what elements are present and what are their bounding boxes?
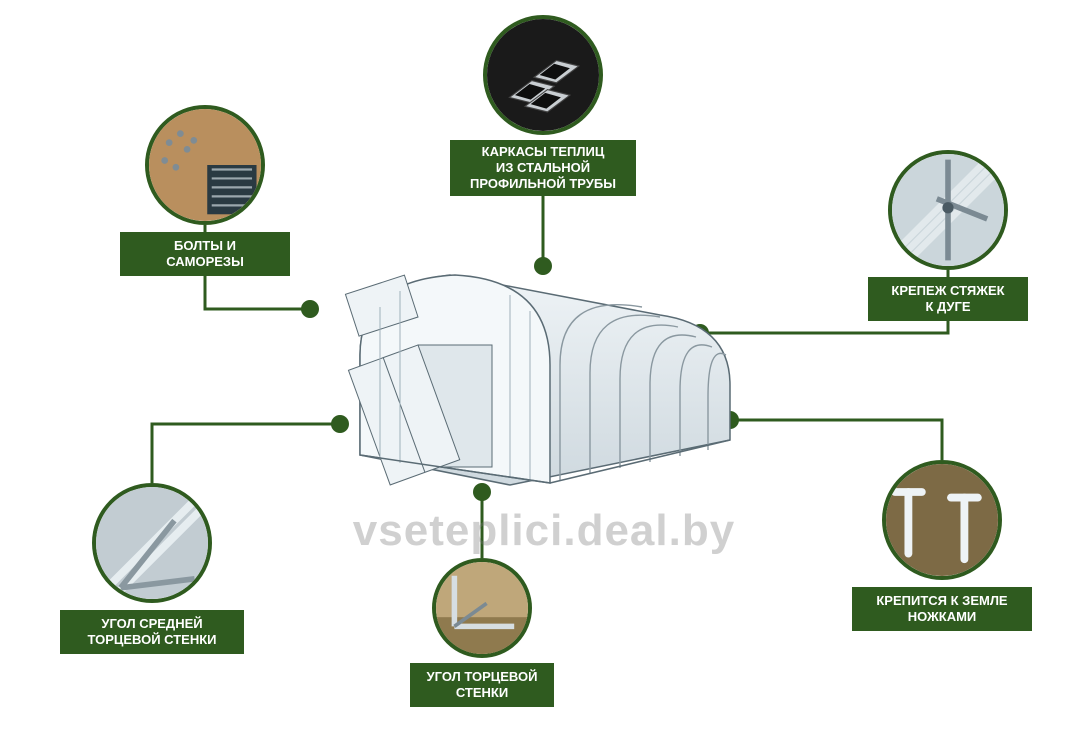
thumb-tie-clamp-icon [892,154,1004,266]
callout-circle-bolts [145,105,265,225]
callout-circle-mid-corner [92,483,212,603]
thumb-frame-icon [487,19,599,131]
thumb-end-corner-icon [436,562,528,654]
thumb-mid-corner-icon [96,487,208,599]
infographic-canvas: vseteplici.deal.by БОЛТЫ И САМОРЕЗЫ КАРК… [0,0,1088,738]
callout-circle-frame [483,15,603,135]
callout-label-end-corner: УГОЛ ТОРЦЕВОЙ СТЕНКИ [410,663,554,707]
callout-label-frame: КАРКАСЫ ТЕПЛИЦ ИЗ СТАЛЬНОЙ ПРОФИЛЬНОЙ ТР… [450,140,636,196]
callout-label-tie-clamp: КРЕПЕЖ СТЯЖЕК К ДУГЕ [868,277,1028,321]
callout-label-mid-corner: УГОЛ СРЕДНЕЙ ТОРЦЕВОЙ СТЕНКИ [60,610,244,654]
callout-circle-end-corner [432,558,532,658]
callout-label-bolts: БОЛТЫ И САМОРЕЗЫ [120,232,290,276]
callout-circle-tie-clamp [888,150,1008,270]
thumb-bolts-icon [149,109,261,221]
greenhouse-illustration [300,255,760,515]
callout-circle-ground-legs [882,460,1002,580]
thumb-ground-legs-icon [886,464,998,576]
callout-label-ground-legs: КРЕПИТСЯ К ЗЕМЛЕ НОЖКАМИ [852,587,1032,631]
